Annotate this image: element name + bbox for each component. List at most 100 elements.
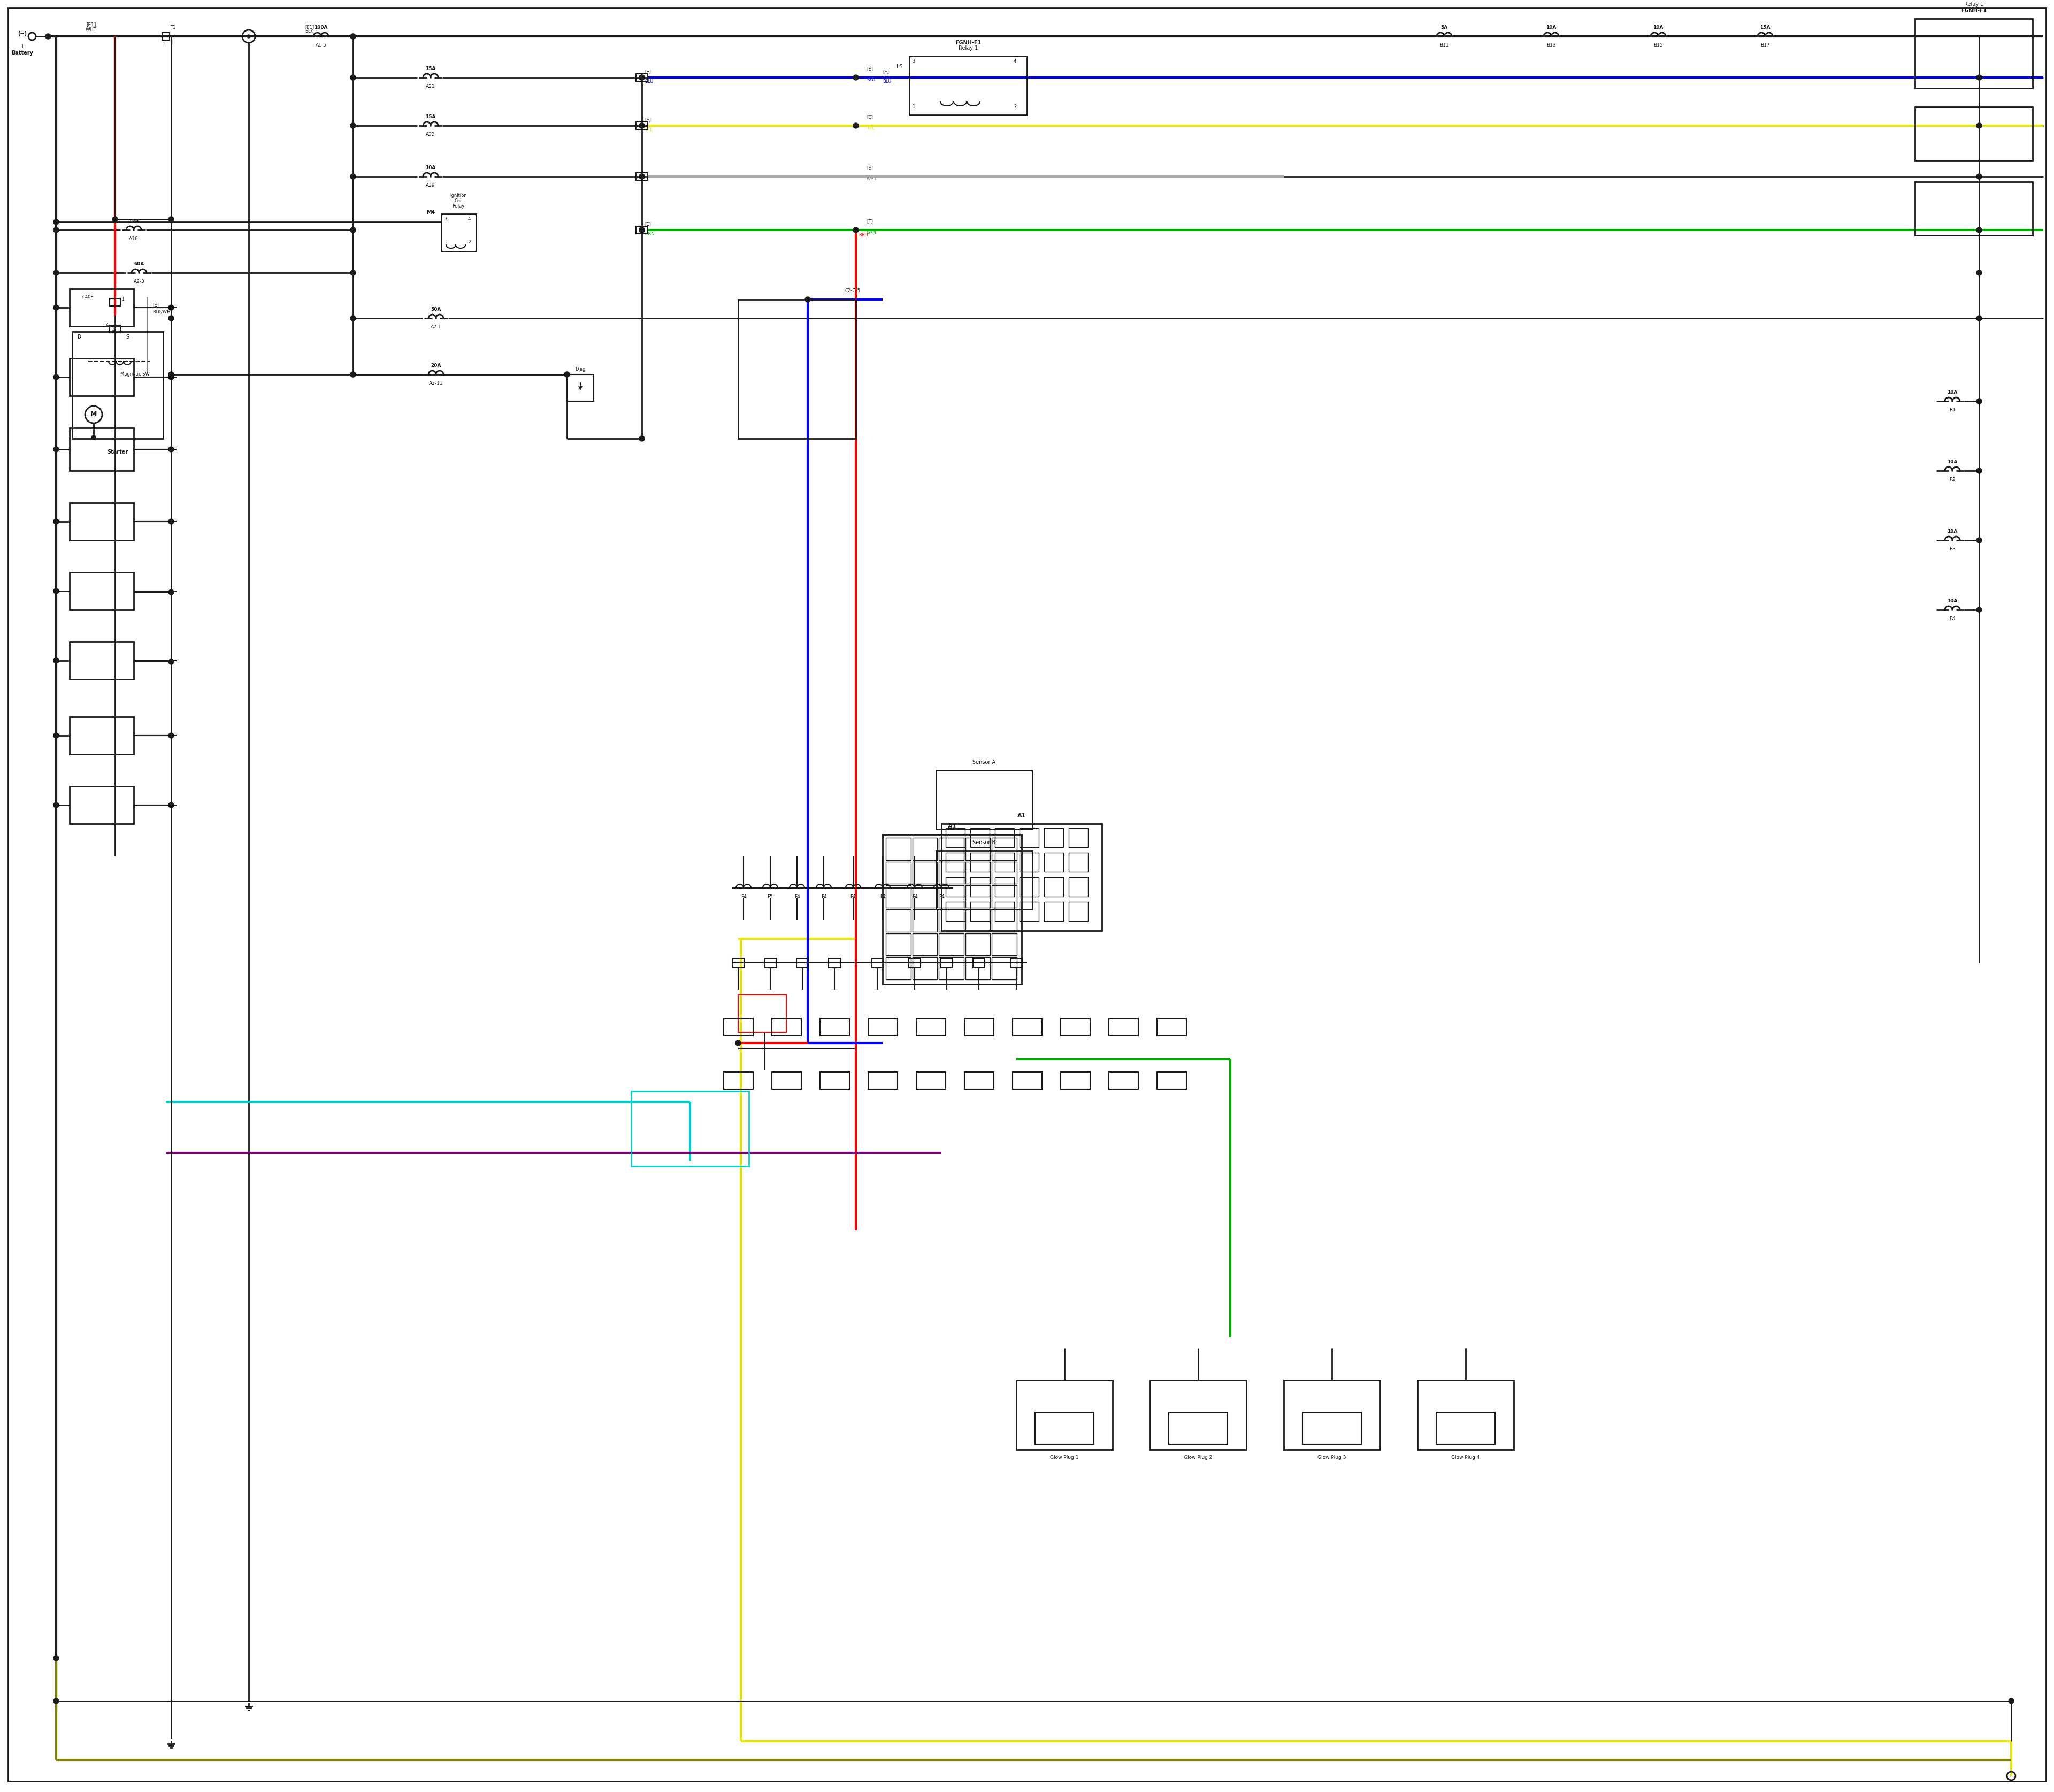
- Bar: [871, 959, 883, 968]
- Text: Sensor A: Sensor A: [974, 760, 996, 765]
- Text: [E]: [E]: [883, 70, 889, 73]
- Bar: [883, 835, 1021, 984]
- Circle shape: [2009, 1699, 2013, 1704]
- Text: 10A: 10A: [1947, 599, 1957, 604]
- Text: Magnetic SW: Magnetic SW: [121, 373, 150, 376]
- Text: BLU: BLU: [883, 79, 891, 84]
- Bar: [939, 934, 963, 955]
- Text: BLK: BLK: [304, 29, 314, 34]
- Text: BLU: BLU: [645, 79, 653, 84]
- Text: [E1]: [E1]: [304, 25, 314, 29]
- Text: [E]: [E]: [645, 116, 651, 122]
- Text: 68: 68: [639, 174, 645, 179]
- Circle shape: [1976, 398, 1982, 403]
- Circle shape: [805, 297, 811, 303]
- Circle shape: [1976, 271, 1982, 276]
- Bar: [912, 934, 937, 955]
- Text: YEL: YEL: [645, 127, 653, 133]
- Bar: [885, 909, 910, 932]
- Text: B11: B11: [1440, 43, 1448, 48]
- Circle shape: [639, 435, 645, 441]
- Text: Coil: Coil: [454, 199, 462, 202]
- Bar: [908, 959, 920, 968]
- Text: [E1]: [E1]: [86, 22, 97, 27]
- Text: Glow Plug 1: Glow Plug 1: [1050, 1455, 1078, 1460]
- Circle shape: [1976, 124, 1982, 129]
- Bar: [631, 1091, 750, 1167]
- Text: 50A: 50A: [431, 306, 442, 312]
- Circle shape: [168, 590, 175, 595]
- Bar: [969, 878, 990, 896]
- Text: Sensor B: Sensor B: [974, 840, 996, 846]
- Bar: [772, 1072, 801, 1090]
- Bar: [70, 572, 134, 609]
- Text: 42: 42: [639, 228, 645, 233]
- Text: 1: 1: [111, 326, 115, 332]
- Bar: [70, 428, 134, 471]
- Bar: [939, 862, 963, 883]
- Text: A1: A1: [947, 824, 957, 830]
- Bar: [797, 959, 807, 968]
- Bar: [969, 901, 990, 921]
- Circle shape: [565, 371, 569, 376]
- Bar: [70, 358, 134, 396]
- Bar: [1156, 1018, 1185, 1036]
- Text: M: M: [90, 410, 97, 418]
- Text: 59: 59: [639, 124, 645, 127]
- Text: 1: 1: [162, 41, 164, 47]
- Circle shape: [53, 219, 60, 224]
- Bar: [1043, 878, 1064, 896]
- Bar: [912, 837, 937, 860]
- Bar: [162, 32, 170, 39]
- Text: 1: 1: [121, 297, 123, 303]
- Bar: [1043, 853, 1064, 873]
- Bar: [965, 862, 990, 883]
- Bar: [910, 56, 1027, 115]
- Text: [E]: [E]: [867, 66, 873, 72]
- Text: A2-3: A2-3: [134, 280, 144, 285]
- Bar: [1150, 1380, 1247, 1450]
- Bar: [885, 934, 910, 955]
- Text: [E]: [E]: [645, 222, 651, 226]
- Text: A16: A16: [129, 237, 138, 242]
- Bar: [109, 299, 121, 306]
- Bar: [1019, 853, 1039, 873]
- Text: 10A: 10A: [1547, 25, 1557, 30]
- Bar: [109, 324, 121, 333]
- Bar: [828, 959, 840, 968]
- Text: 3: 3: [444, 217, 448, 222]
- Circle shape: [53, 658, 60, 663]
- Text: 10A: 10A: [1653, 25, 1664, 30]
- Bar: [1011, 959, 1023, 968]
- Text: Diag: Diag: [575, 367, 585, 371]
- Text: 15A: 15A: [425, 115, 435, 120]
- Text: F4: F4: [822, 894, 826, 900]
- Text: YEL: YEL: [867, 125, 875, 131]
- Bar: [869, 1018, 898, 1036]
- Text: 15A: 15A: [129, 219, 140, 224]
- Circle shape: [639, 174, 645, 179]
- Bar: [820, 1018, 848, 1036]
- Bar: [912, 957, 937, 980]
- Bar: [1109, 1018, 1138, 1036]
- Circle shape: [53, 271, 60, 276]
- Bar: [939, 909, 963, 932]
- Circle shape: [168, 315, 175, 321]
- Text: [E]: [E]: [867, 219, 873, 224]
- Text: 5A: 5A: [1440, 25, 1448, 30]
- Text: Battery: Battery: [12, 50, 33, 56]
- Bar: [885, 885, 910, 909]
- Circle shape: [168, 375, 175, 380]
- Bar: [912, 862, 937, 883]
- Text: T1: T1: [170, 25, 175, 30]
- Text: Ignition: Ignition: [450, 194, 466, 197]
- Bar: [70, 642, 134, 679]
- Text: F4: F4: [879, 894, 885, 900]
- Text: Relay: Relay: [452, 204, 464, 208]
- Text: F4: F4: [939, 894, 945, 900]
- Circle shape: [1976, 75, 1982, 81]
- Circle shape: [53, 733, 60, 738]
- Bar: [1019, 828, 1039, 848]
- Bar: [1436, 1412, 1495, 1444]
- Bar: [637, 226, 647, 233]
